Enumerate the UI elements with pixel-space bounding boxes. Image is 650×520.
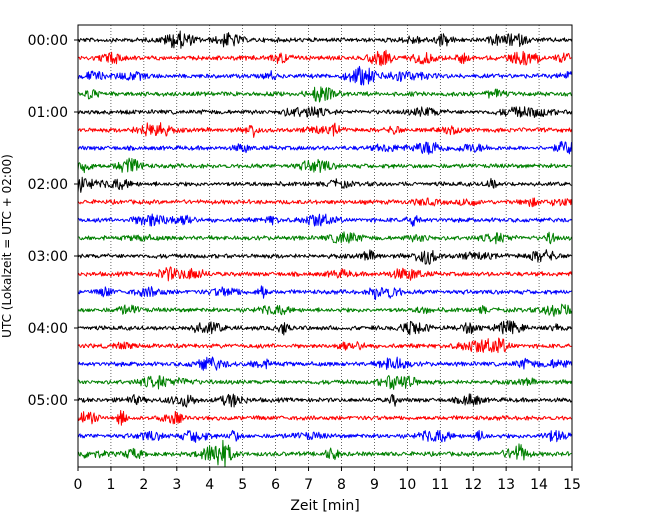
x-tick-label-14: 14 xyxy=(530,477,548,493)
trace-row-5 xyxy=(77,122,572,138)
trace-row-19 xyxy=(77,375,572,390)
trace-row-7 xyxy=(77,157,572,174)
y-tick-label-03:00: 03:00 xyxy=(28,249,68,265)
x-tick-label-3: 3 xyxy=(172,477,181,493)
x-tick-label-2: 2 xyxy=(139,477,148,493)
x-tick-label-1: 1 xyxy=(106,477,115,493)
x-tick-label-8: 8 xyxy=(337,477,346,493)
x-tick-label-4: 4 xyxy=(205,477,214,493)
trace-row-12 xyxy=(77,249,572,265)
trace-row-20 xyxy=(77,393,572,408)
y-tick-label-01:00: 01:00 xyxy=(28,105,68,121)
y-axis-label: UTC (Lokalzeit = UTC + 02:00) xyxy=(0,154,14,338)
x-tick-label-6: 6 xyxy=(271,477,280,493)
x-tick-label-5: 5 xyxy=(238,477,247,493)
trace-row-16 xyxy=(77,320,572,336)
x-tick-label-7: 7 xyxy=(304,477,313,493)
y-tick-label-04:00: 04:00 xyxy=(28,321,68,337)
x-tick-label-12: 12 xyxy=(464,477,482,493)
x-axis-ticks: 0 1 2 3 4 5 6 7 8 9 10 11 12 13 14 15 xyxy=(74,467,581,493)
y-tick-label-02:00: 02:00 xyxy=(28,177,68,193)
trace-row-13 xyxy=(77,266,572,282)
trace-row-4 xyxy=(77,106,572,118)
plot-frame xyxy=(77,24,573,468)
trace-row-14 xyxy=(77,285,572,300)
x-tick-label-13: 13 xyxy=(497,477,515,493)
x-tick-label-0: 0 xyxy=(74,477,83,493)
trace-row-9 xyxy=(77,197,572,208)
trace-row-17 xyxy=(77,337,572,354)
trace-row-3 xyxy=(77,86,572,103)
y-tick-label-05:00: 05:00 xyxy=(28,393,68,409)
x-tick-label-15: 15 xyxy=(563,477,581,493)
trace-row-21 xyxy=(77,409,572,426)
x-tick-label-9: 9 xyxy=(370,477,379,493)
trace-row-18 xyxy=(77,356,572,371)
trace-row-11 xyxy=(77,231,572,245)
y-axis-ticks: 00:00 01:00 02:00 03:00 04:00 05:00 xyxy=(28,33,78,409)
trace-row-8 xyxy=(77,176,572,193)
x-tick-label-11: 11 xyxy=(431,477,449,493)
trace-row-22 xyxy=(77,429,572,443)
trace-row-15 xyxy=(77,303,572,317)
x-tick-label-10: 10 xyxy=(398,477,416,493)
trace-row-0 xyxy=(77,30,572,49)
seismogram-traces xyxy=(77,30,572,468)
x-axis-label: Zeit [min] xyxy=(290,498,359,514)
trace-row-23 xyxy=(77,439,572,468)
trace-row-6 xyxy=(77,140,572,155)
trace-row-10 xyxy=(77,213,572,227)
trace-row-2 xyxy=(77,65,572,86)
trace-row-1 xyxy=(77,49,572,67)
y-tick-label-00:00: 00:00 xyxy=(28,33,68,49)
